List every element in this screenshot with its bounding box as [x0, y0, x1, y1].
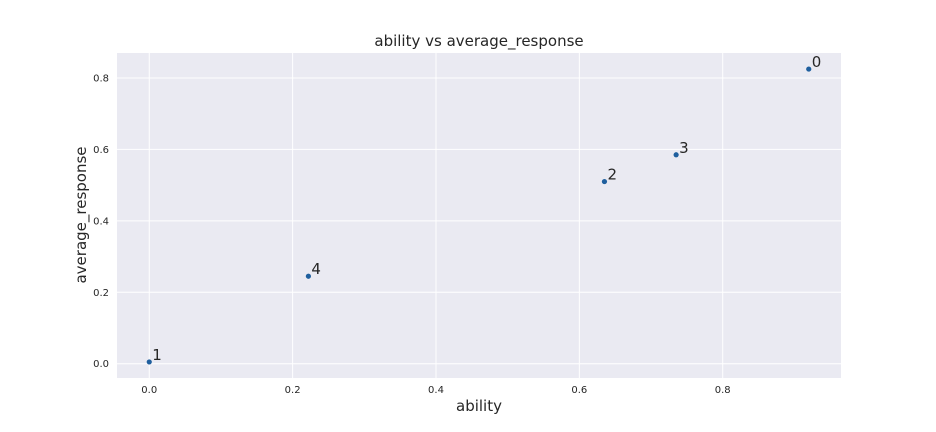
y-tick-label: 0.8: [93, 74, 109, 85]
x-tick-label: 0.8: [715, 385, 731, 396]
data-point: [806, 66, 812, 72]
plot-area: [117, 53, 841, 378]
point-label: 4: [311, 260, 321, 278]
x-tick-labels: 0.0 0.2 0.4 0.6 0.8: [141, 385, 730, 396]
point-label: 1: [152, 346, 162, 364]
y-tick-labels: 0.0 0.2 0.4 0.6 0.8: [93, 74, 109, 371]
x-tick-label: 0.2: [285, 385, 301, 396]
point-label: 2: [607, 166, 617, 184]
x-tick-label: 0.6: [571, 385, 587, 396]
data-points: [146, 66, 812, 365]
x-axis-label: ability: [456, 397, 502, 415]
x-gridlines: [148, 53, 724, 378]
chart-title: ability vs average_response: [374, 32, 583, 51]
y-tick-label: 0.4: [93, 216, 109, 227]
point-label: 3: [679, 139, 689, 157]
y-tick-label: 0.6: [93, 145, 109, 156]
data-point: [146, 359, 152, 365]
point-label: 0: [812, 53, 822, 71]
y-gridlines: [117, 77, 841, 365]
x-tick-label: 0.4: [428, 385, 444, 396]
point-labels: 0 1 2 3 4: [152, 53, 821, 364]
y-axis-label: average_response: [72, 146, 91, 283]
y-tick-label: 0.2: [93, 288, 109, 299]
x-tick-label: 0.0: [141, 385, 157, 396]
y-tick-label: 0.0: [93, 359, 109, 370]
data-point: [601, 178, 608, 185]
data-point: [305, 273, 311, 279]
data-point: [673, 152, 679, 158]
